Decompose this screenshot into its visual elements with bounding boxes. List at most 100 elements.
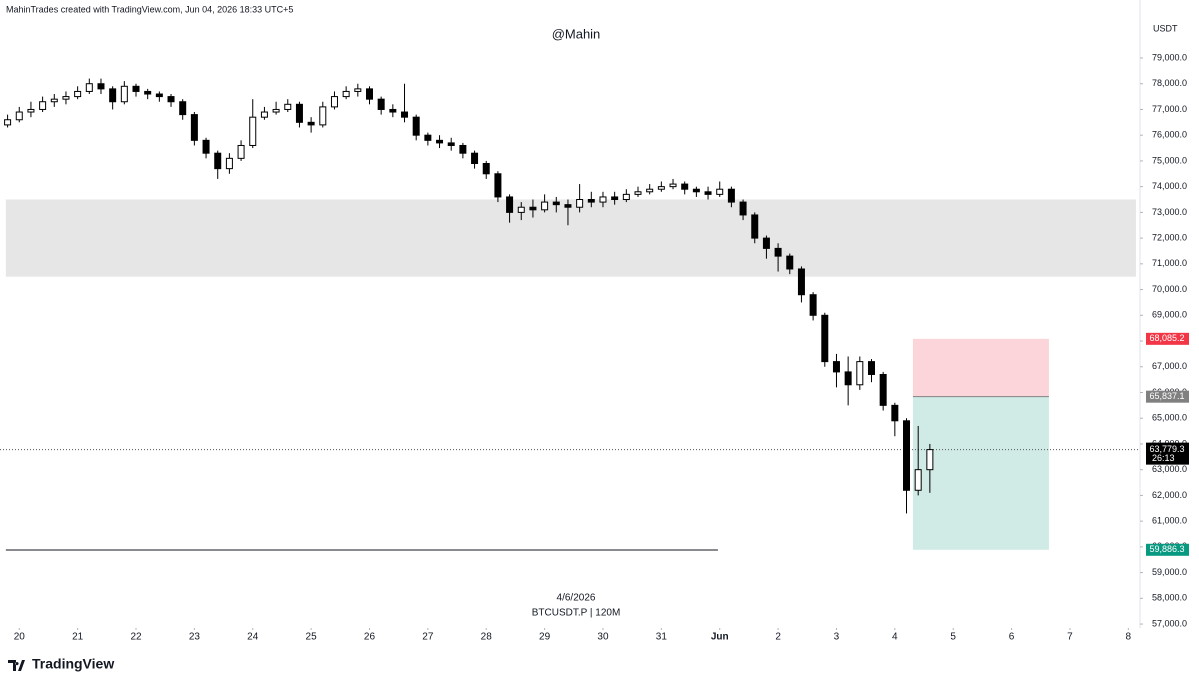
candle-body	[412, 116, 420, 136]
x-tick-label: 7	[1067, 632, 1073, 643]
y-tick-label: 69,000.0	[1152, 310, 1187, 320]
candle-body	[762, 237, 770, 249]
candle-body	[926, 449, 934, 471]
candle-body	[109, 88, 117, 103]
candle-body	[190, 114, 198, 141]
y-tick-label: 75,000.0	[1152, 155, 1187, 165]
y-tick-label: 79,000.0	[1152, 52, 1187, 62]
y-tick-label: 70,000.0	[1152, 284, 1187, 294]
symbol-label: BTCUSDT.P | 120M	[532, 608, 621, 619]
y-tick-label: 67,000.0	[1152, 361, 1187, 371]
candle-body	[260, 111, 268, 118]
y-tick-label: 77,000.0	[1152, 104, 1187, 114]
candle-body	[727, 188, 735, 203]
candle-body	[330, 96, 338, 108]
stop-zone	[912, 338, 1049, 397]
zone	[5, 199, 1136, 277]
candle-body	[587, 199, 595, 203]
x-tick-label: 3	[834, 632, 840, 643]
x-tick-label: 8	[1126, 632, 1132, 643]
candle-body	[576, 199, 584, 208]
candle-body	[459, 144, 467, 154]
candle-body	[809, 294, 817, 316]
brand-logo: TradingView	[8, 656, 114, 672]
candle-body	[669, 183, 677, 188]
x-tick-label: 5	[950, 632, 956, 643]
date-label: 4/6/2026	[557, 593, 596, 604]
candle-body	[424, 134, 432, 141]
candle-body	[179, 101, 187, 116]
price-tag-label: 68,085.2	[1149, 333, 1184, 343]
y-tick-label: 76,000.0	[1152, 130, 1187, 140]
price-tag	[1146, 332, 1189, 345]
candle-body	[85, 83, 93, 92]
candle-body	[856, 361, 864, 386]
candle-body	[155, 93, 163, 98]
candle-body	[622, 193, 630, 201]
candle-body	[914, 469, 922, 491]
candle-body	[214, 152, 222, 170]
candle-body	[27, 108, 35, 113]
price-tag	[1146, 390, 1189, 403]
candle-body	[202, 139, 210, 154]
candle-body	[132, 85, 140, 92]
candle-body	[821, 314, 829, 363]
y-tick-label: 78,000.0	[1152, 78, 1187, 88]
x-tick-label: 4	[892, 632, 898, 643]
candle-body	[844, 371, 852, 386]
x-tick-label: 26	[364, 632, 376, 643]
candle-body	[436, 139, 444, 144]
candle-body	[50, 98, 58, 103]
candle-body	[377, 98, 385, 110]
candle-body	[716, 188, 724, 195]
chart-title: @Mahin	[552, 26, 601, 41]
candle-body	[401, 111, 409, 118]
candle-body	[751, 214, 759, 239]
x-tick-label: 2	[775, 632, 781, 643]
candle-body	[506, 196, 514, 213]
candle-body	[225, 157, 233, 170]
candle-body	[774, 247, 782, 257]
last-price-tag	[1146, 442, 1189, 465]
y-tick-label: 62,000.0	[1152, 490, 1187, 500]
y-tick-label: 63,000.0	[1152, 464, 1187, 474]
candle-body	[4, 119, 12, 126]
x-tick-label: Jun	[711, 632, 729, 643]
x-tick-label: 20	[14, 632, 26, 643]
candle-body	[272, 108, 280, 113]
x-tick-label: 23	[189, 632, 201, 643]
candle-body	[249, 116, 257, 146]
candle-body	[704, 191, 712, 195]
candle-body	[692, 188, 700, 193]
y-tick-label: 61,000.0	[1152, 516, 1187, 526]
candle-body	[552, 201, 560, 206]
x-tick-label: 24	[247, 632, 259, 643]
x-tick-label: 22	[130, 632, 142, 643]
x-tick-label: 27	[422, 632, 434, 643]
y-tick-label: 72,000.0	[1152, 232, 1187, 242]
y-tick-label: 73,000.0	[1152, 207, 1187, 217]
candle-body	[634, 191, 642, 195]
candle-body	[657, 186, 665, 190]
candle-body	[529, 206, 537, 211]
candle-body	[541, 201, 549, 211]
candle-body	[681, 183, 689, 190]
candle-body	[319, 106, 327, 126]
brand: TradingView	[32, 656, 114, 672]
y-tick-label: 74,000.0	[1152, 181, 1187, 191]
candle-body	[97, 83, 105, 90]
candle-body	[120, 85, 128, 103]
candle-body	[342, 90, 350, 98]
y-tick-label: 58,000.0	[1152, 593, 1187, 603]
candle-body	[879, 373, 887, 406]
candle-body	[365, 88, 373, 100]
price-tag	[1146, 543, 1189, 556]
candle-body	[284, 103, 292, 110]
candle-body	[447, 142, 455, 146]
price-tag-label: 65,837.1	[1149, 391, 1184, 401]
candle-body	[564, 204, 572, 208]
candle-body	[832, 361, 840, 373]
candle-body	[494, 173, 502, 198]
